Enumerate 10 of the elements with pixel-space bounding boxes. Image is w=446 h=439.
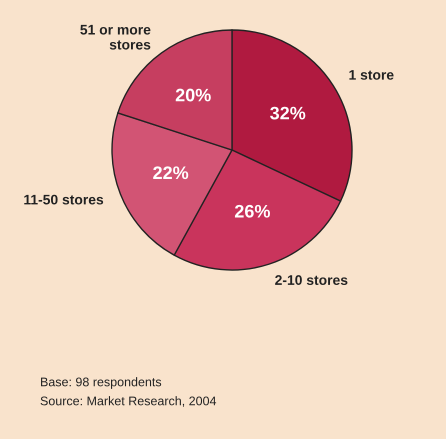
data-label: 20% [176, 88, 211, 102]
data-label: 32% [270, 106, 306, 120]
text: Base: 98 respondents [41, 377, 162, 389]
slice-label: 1 store [349, 70, 394, 80]
source-note: Source: Market Research, 2004 [40, 396, 216, 407]
slice-label: 51 or more stores [80, 24, 150, 50]
slice-label: 2-10 stores [275, 275, 348, 285]
slice-label: 11-50 stores [24, 194, 104, 205]
data-label: 22% [153, 166, 188, 180]
data-label: 26% [234, 204, 270, 218]
